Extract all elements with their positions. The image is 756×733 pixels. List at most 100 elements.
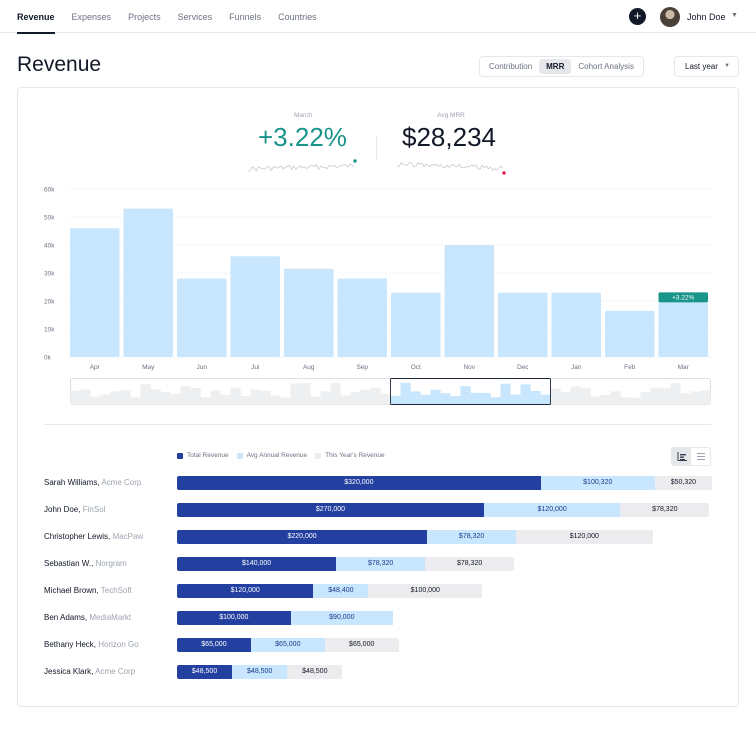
bar-jan[interactable] bbox=[551, 292, 602, 357]
this-years-revenue-bar[interactable]: $65,000 bbox=[324, 638, 399, 652]
user-name[interactable]: John Doe bbox=[687, 12, 726, 22]
bar-highlight-badge bbox=[658, 292, 708, 303]
avatar[interactable] bbox=[660, 7, 680, 27]
tab-countries[interactable]: Countries bbox=[278, 12, 317, 22]
this-years-revenue-bar[interactable]: $48,500 bbox=[287, 665, 343, 679]
tab-projects[interactable]: Projects bbox=[128, 12, 161, 22]
bar[interactable] bbox=[658, 302, 709, 357]
bar-feb[interactable] bbox=[605, 310, 655, 357]
bar-jul[interactable] bbox=[230, 256, 281, 357]
navigator-bar bbox=[650, 387, 661, 405]
bar[interactable] bbox=[123, 208, 174, 357]
avg-annual-revenue-bar[interactable]: $100,320 bbox=[540, 476, 655, 490]
bar-dec[interactable] bbox=[498, 292, 548, 357]
navigator-bar bbox=[690, 391, 701, 405]
row-label: Christopher Lewis, MacPaw bbox=[44, 532, 143, 541]
avg-annual-revenue-bar[interactable]: $120,000 bbox=[483, 503, 621, 517]
bar-chart-view-button[interactable] bbox=[672, 448, 691, 465]
this-years-revenue-bar[interactable]: $78,320 bbox=[425, 557, 515, 571]
bar[interactable] bbox=[444, 245, 495, 357]
company-name: Norgram bbox=[95, 559, 127, 568]
top-nav: Revenue Expenses Projects Services Funne… bbox=[0, 0, 756, 34]
bar[interactable] bbox=[70, 228, 120, 357]
bar-nov[interactable] bbox=[444, 245, 495, 357]
kpi-avg-mrr-value: $28,234 bbox=[402, 122, 496, 152]
bar-aug[interactable] bbox=[284, 268, 334, 357]
tab-services[interactable]: Services bbox=[177, 12, 213, 22]
bar[interactable] bbox=[605, 310, 655, 357]
row-label: Bethany Heck, Horizon Go bbox=[44, 640, 139, 649]
chart-view-toggle bbox=[671, 447, 711, 466]
navigator-bar bbox=[640, 391, 651, 405]
company-name: MediaMarkt bbox=[89, 613, 132, 622]
bar-may[interactable] bbox=[123, 208, 174, 357]
legend-swatch bbox=[236, 452, 243, 459]
range-navigator[interactable] bbox=[70, 378, 712, 406]
tab-expenses[interactable]: Expenses bbox=[71, 12, 112, 22]
total-revenue-bar[interactable]: $220,000 bbox=[177, 530, 428, 544]
navigator-bar bbox=[220, 394, 231, 405]
total-revenue-bar[interactable]: $65,000 bbox=[177, 638, 251, 652]
legend-this-years-revenue: This Year's Revenue bbox=[315, 452, 385, 459]
bar-jun[interactable] bbox=[177, 278, 227, 357]
legend-label: Avg Annual Revenue bbox=[246, 452, 308, 459]
navigator-selection[interactable] bbox=[390, 378, 551, 405]
this-years-revenue-bar[interactable]: $100,000 bbox=[368, 584, 483, 598]
navigator-bar bbox=[600, 394, 611, 405]
avg-annual-revenue-bar[interactable]: $78,320 bbox=[427, 530, 517, 544]
avg-annual-revenue-bar[interactable]: $48,400 bbox=[313, 584, 369, 598]
tab-revenue[interactable]: Revenue bbox=[17, 0, 55, 34]
avg-annual-revenue-bar[interactable]: $78,320 bbox=[336, 557, 426, 571]
bar-highlight-label: +3.22% bbox=[672, 294, 694, 301]
bar-sep[interactable] bbox=[337, 278, 388, 357]
navigator-bar bbox=[360, 389, 371, 405]
navigator-bar bbox=[490, 397, 501, 405]
avg-annual-revenue-bar[interactable]: $48,500 bbox=[232, 665, 288, 679]
list-view-button[interactable] bbox=[691, 448, 710, 465]
tab-funnels[interactable]: Funnels bbox=[229, 12, 262, 22]
total-revenue-bar[interactable]: $140,000 bbox=[177, 557, 337, 571]
total-revenue-bar[interactable]: $48,500 bbox=[177, 665, 233, 679]
view-mrr[interactable]: MRR bbox=[539, 59, 572, 74]
bar[interactable] bbox=[391, 292, 441, 357]
chevron-down-icon[interactable]: ▼ bbox=[731, 12, 738, 19]
this-years-revenue-bar[interactable]: $120,000 bbox=[516, 530, 653, 544]
x-tick-label: Apr bbox=[90, 364, 101, 371]
navigator-bar bbox=[530, 390, 541, 405]
avg-annual-revenue-bar[interactable]: $90,000 bbox=[290, 611, 393, 625]
navigator-bar bbox=[610, 391, 621, 405]
bar-mar[interactable]: +3.22% bbox=[658, 292, 709, 357]
row-label: Sarah Williams, Acme Corp bbox=[44, 478, 141, 487]
period-select[interactable]: Last year ▼ bbox=[674, 56, 739, 77]
this-years-revenue-bar[interactable]: $50,320 bbox=[654, 476, 712, 490]
navigator-bar bbox=[140, 384, 151, 405]
this-years-revenue-bar[interactable]: $78,320 bbox=[620, 503, 710, 517]
navigator-bar bbox=[190, 387, 201, 405]
total-revenue-bar[interactable]: $120,000 bbox=[177, 584, 314, 598]
total-revenue-bar[interactable]: $270,000 bbox=[177, 503, 484, 517]
row-label: John Doe, FinSol bbox=[44, 505, 105, 514]
navigator-bar bbox=[550, 388, 561, 405]
avg-annual-revenue-bar[interactable]: $65,000 bbox=[250, 638, 325, 652]
navigator-bar bbox=[510, 394, 521, 405]
bar[interactable] bbox=[551, 292, 602, 357]
bar[interactable] bbox=[337, 278, 388, 357]
view-contribution[interactable]: Contribution bbox=[489, 62, 533, 71]
bar-apr[interactable] bbox=[70, 228, 120, 357]
x-tick-label: Jun bbox=[197, 364, 208, 371]
bar[interactable] bbox=[498, 292, 548, 357]
total-revenue-bar[interactable]: $100,000 bbox=[177, 611, 291, 625]
legend-swatch bbox=[177, 452, 183, 459]
view-cohort-analysis[interactable]: Cohort Analysis bbox=[578, 62, 634, 71]
navigator-bar bbox=[70, 390, 81, 405]
navigator-bar bbox=[170, 393, 181, 405]
bar[interactable] bbox=[230, 256, 281, 357]
company-name: Acme Corp bbox=[101, 478, 142, 487]
navigator-bar bbox=[660, 388, 671, 405]
add-button[interactable]: + bbox=[629, 8, 646, 25]
navigator-bar bbox=[560, 392, 571, 405]
bar-oct[interactable] bbox=[391, 292, 441, 357]
total-revenue-bar[interactable]: $320,000 bbox=[177, 476, 541, 490]
bar[interactable] bbox=[284, 268, 334, 357]
bar[interactable] bbox=[177, 278, 227, 357]
